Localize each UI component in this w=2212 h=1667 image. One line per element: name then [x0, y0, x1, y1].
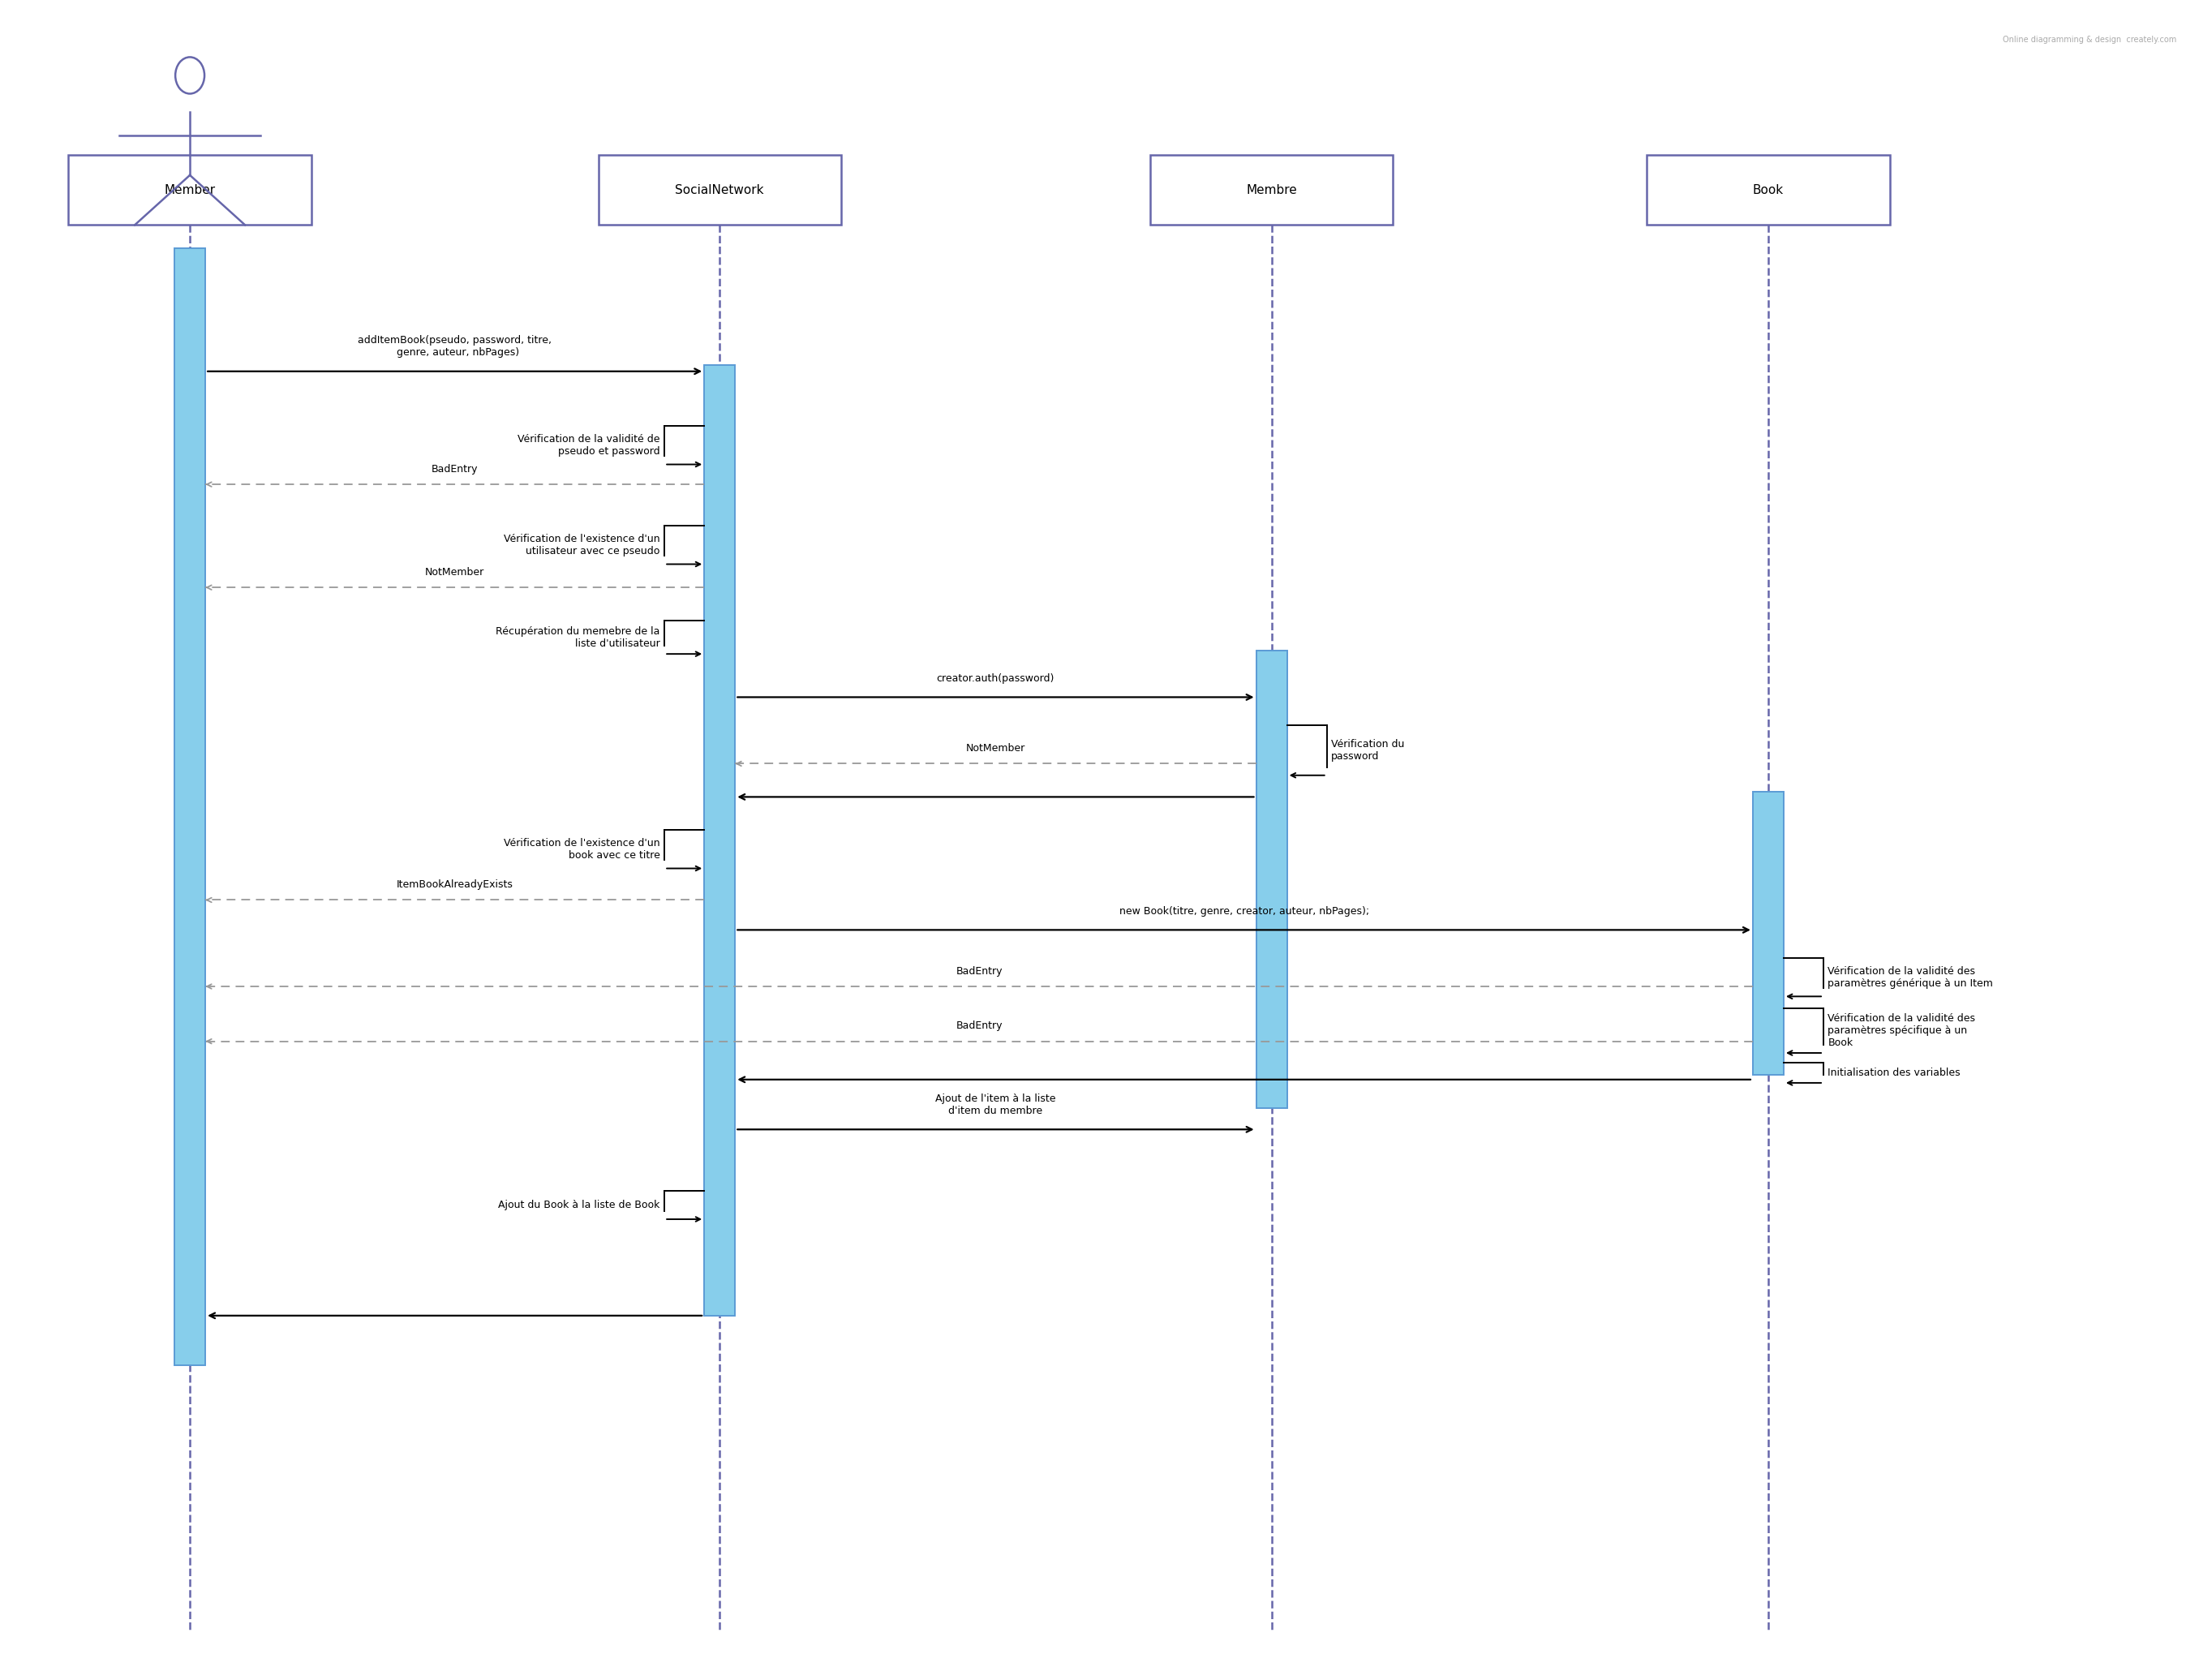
Text: NotMember: NotMember	[967, 743, 1026, 753]
Text: SocialNetwork: SocialNetwork	[675, 183, 763, 197]
Text: Member: Member	[164, 183, 215, 197]
Text: new Book(titre, genre, creator, auteur, nbPages);: new Book(titre, genre, creator, auteur, …	[1119, 907, 1369, 917]
Text: Ajout du Book à la liste de Book: Ajout du Book à la liste de Book	[498, 1200, 659, 1210]
Text: Initialisation des variables: Initialisation des variables	[1827, 1067, 1960, 1079]
Text: ItemBookAlreadyExists: ItemBookAlreadyExists	[396, 880, 513, 890]
Bar	[1256, 650, 1287, 1109]
Text: Membre: Membre	[1245, 183, 1296, 197]
Text: Ajout de l'item à la liste
d'item du membre: Ajout de l'item à la liste d'item du mem…	[936, 1094, 1055, 1117]
Bar	[1150, 155, 1394, 225]
Text: Vérification de la validité de
pseudo et password: Vérification de la validité de pseudo et…	[518, 433, 659, 457]
Text: NotMember: NotMember	[425, 567, 484, 577]
Text: Vérification de l'existence d'un
book avec ce titre: Vérification de l'existence d'un book av…	[504, 839, 659, 860]
Text: BadEntry: BadEntry	[956, 1020, 1002, 1032]
Text: BadEntry: BadEntry	[431, 463, 478, 475]
Text: Online diagramming & design  creately.com: Online diagramming & design creately.com	[2002, 35, 2177, 43]
Text: Book: Book	[1752, 183, 1783, 197]
Bar	[175, 248, 206, 1365]
Text: Vérification du
password: Vérification du password	[1332, 738, 1405, 762]
Text: Vérification de la validité des
paramètres spécifique à un
Book: Vérification de la validité des paramètr…	[1827, 1014, 1975, 1049]
Text: Récupération du memebre de la
liste d'utilisateur: Récupération du memebre de la liste d'ut…	[495, 627, 659, 648]
Text: Vérification de l'existence d'un
utilisateur avec ce pseudo: Vérification de l'existence d'un utilisa…	[504, 533, 659, 557]
Bar	[69, 155, 312, 225]
Text: creator.auth(password): creator.auth(password)	[936, 673, 1055, 683]
Text: BadEntry: BadEntry	[956, 965, 1002, 977]
Bar	[1648, 155, 1889, 225]
Text: addItemBook(pseudo, password, titre,
  genre, auteur, nbPages): addItemBook(pseudo, password, titre, gen…	[358, 335, 551, 358]
Bar	[597, 155, 841, 225]
Bar	[1752, 792, 1783, 1075]
Bar	[703, 365, 734, 1315]
Text: Vérification de la validité des
paramètres générique à un Item: Vérification de la validité des paramètr…	[1827, 965, 1993, 989]
